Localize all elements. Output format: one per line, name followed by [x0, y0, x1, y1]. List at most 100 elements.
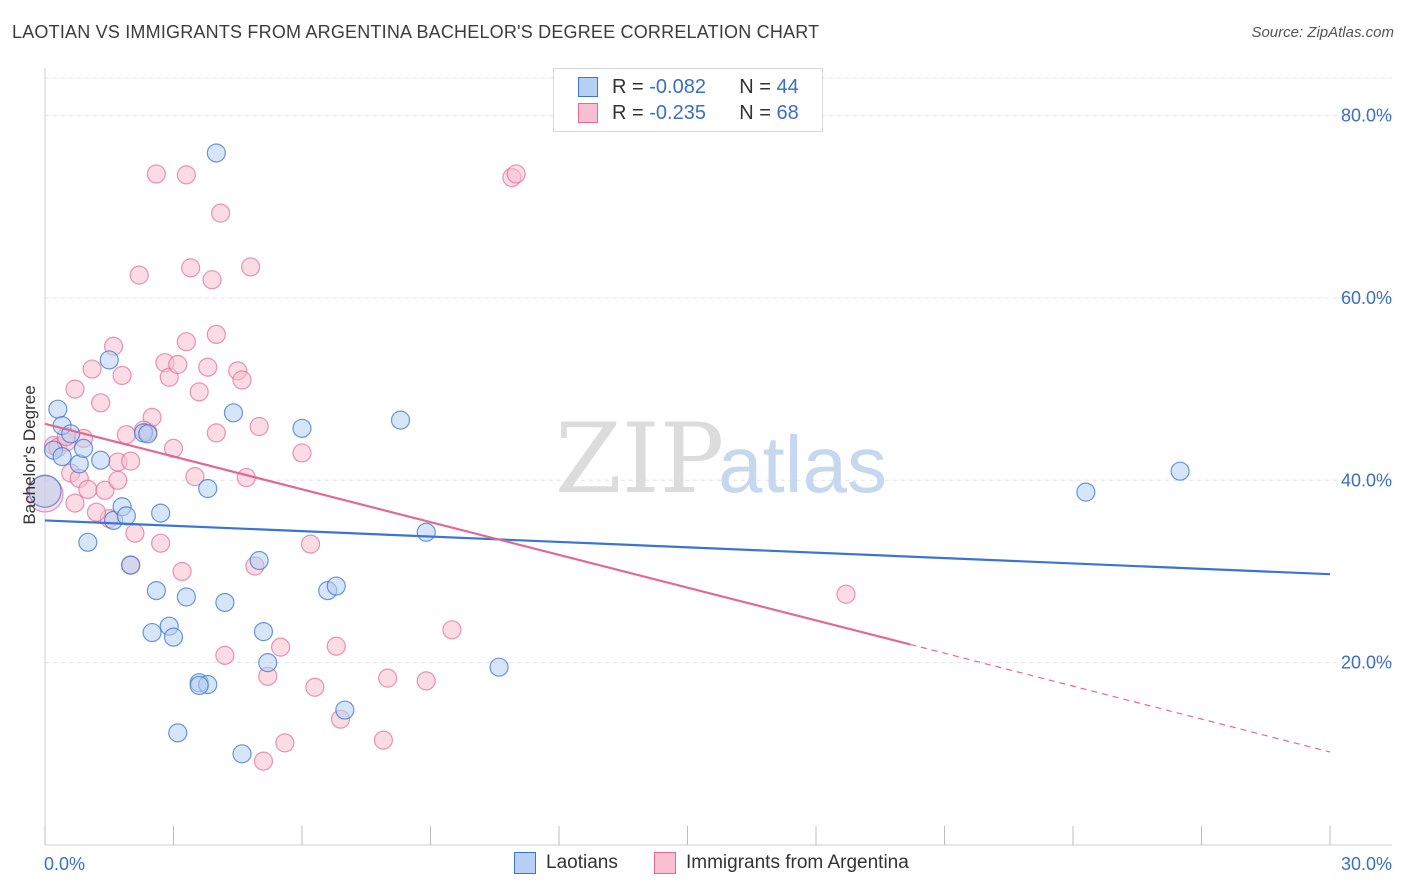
- data-point-laotians: [52, 446, 72, 467]
- legend-row-laotians: R = -0.082 N = 44: [578, 75, 799, 99]
- data-point-argentina: [108, 470, 128, 490]
- data-point-laotians: [146, 581, 166, 601]
- chart-source: Source: ZipAtlas.com: [1251, 24, 1394, 41]
- legend-label-laotians: Laotians: [546, 852, 618, 873]
- data-point-argentina: [442, 620, 462, 640]
- data-point-laotians: [91, 450, 111, 470]
- data-point-argentina: [249, 416, 269, 437]
- watermark: ZIP atlas: [555, 403, 887, 515]
- legend-swatch-blue: [514, 852, 536, 874]
- data-point-argentina: [292, 443, 312, 463]
- data-point-laotians: [489, 657, 509, 677]
- data-point-argentina: [129, 265, 149, 285]
- series-laotians-points: [28, 143, 1190, 764]
- trend-line-argentina: [44, 422, 911, 646]
- data-point-laotians: [78, 532, 98, 552]
- data-point-argentina: [241, 257, 261, 277]
- data-point-laotians: [249, 550, 269, 571]
- y-tick-label: 40.0%: [1341, 470, 1392, 490]
- data-point-laotians: [1170, 461, 1190, 481]
- data-point-argentina: [378, 668, 398, 688]
- watermark-zip: ZIP: [555, 403, 724, 515]
- data-point-argentina: [176, 165, 196, 185]
- data-point-argentina: [416, 671, 436, 691]
- data-point-laotians: [258, 653, 278, 673]
- data-point-laotians: [99, 350, 119, 370]
- y-tick-label: 80.0%: [1341, 106, 1392, 126]
- data-point-laotians: [142, 622, 162, 643]
- legend-r-value: -0.235: [649, 101, 706, 124]
- data-point-laotians: [176, 587, 196, 607]
- watermark-atlas: atlas: [718, 420, 887, 509]
- data-point-laotians: [1076, 482, 1096, 502]
- data-point-laotians: [326, 576, 346, 596]
- y-tick-label: 20.0%: [1341, 653, 1392, 673]
- data-point-argentina: [211, 203, 231, 223]
- data-point-argentina: [270, 637, 291, 657]
- x-tick-label: 30.0%: [1341, 854, 1392, 874]
- data-point-laotians: [390, 410, 411, 430]
- bottom-legend-laotians: Laotians: [514, 852, 618, 874]
- data-point-laotians: [151, 503, 171, 523]
- data-point-laotians: [253, 622, 274, 642]
- data-point-argentina: [116, 425, 136, 445]
- chart-title: LAOTIAN VS IMMIGRANTS FROM ARGENTINA BAC…: [12, 22, 820, 42]
- legend-r-value: -0.082: [649, 75, 706, 98]
- data-point-laotians: [189, 675, 209, 696]
- data-point-laotians: [223, 403, 244, 423]
- data-point-argentina: [176, 332, 196, 352]
- data-point-argentina: [275, 733, 295, 753]
- data-point-argentina: [373, 730, 393, 750]
- data-point-laotians: [198, 478, 218, 499]
- axes: [44, 68, 1392, 846]
- data-point-argentina: [91, 393, 111, 413]
- data-point-argentina: [112, 365, 132, 386]
- data-point-argentina: [215, 645, 235, 665]
- legend-swatch-blue: [578, 77, 598, 97]
- data-point-laotians: [116, 506, 136, 526]
- legend-n-value: 44: [776, 75, 799, 98]
- data-point-laotians: [292, 418, 312, 438]
- data-point-argentina: [125, 523, 145, 543]
- y-axis-label: Bachelor's Degree: [20, 385, 39, 525]
- data-point-argentina: [65, 493, 85, 513]
- x-tick-label: 0.0%: [44, 854, 85, 874]
- data-point-argentina: [151, 533, 171, 553]
- data-point-argentina: [836, 584, 856, 604]
- data-point-laotians: [28, 474, 62, 508]
- legend-n-label: N =: [739, 101, 771, 124]
- data-point-argentina: [202, 270, 222, 290]
- legend-swatch-pink: [578, 103, 598, 123]
- data-point-laotians: [138, 424, 158, 444]
- legend-label-argentina: Immigrants from Argentina: [686, 852, 909, 873]
- x-tick-labels: 0.0% 30.0%: [44, 854, 1392, 874]
- data-point-laotians: [61, 424, 81, 444]
- data-point-laotians: [215, 592, 235, 613]
- data-point-argentina: [300, 534, 321, 554]
- data-point-argentina: [189, 382, 209, 402]
- data-point-argentina: [168, 354, 188, 375]
- data-point-argentina: [206, 423, 226, 443]
- data-point-laotians: [168, 723, 188, 743]
- data-point-argentina: [253, 751, 274, 771]
- data-point-argentina: [146, 164, 166, 184]
- trend-line-argentina-extension: [910, 643, 1331, 753]
- data-point-argentina: [232, 370, 252, 390]
- data-point-argentina: [305, 677, 325, 697]
- legend-r-label: R =: [612, 101, 644, 124]
- data-point-argentina: [206, 324, 226, 345]
- bottom-legend-argentina: Immigrants from Argentina: [654, 852, 909, 874]
- data-point-laotians: [121, 555, 141, 575]
- trend-line-laotians: [44, 519, 1331, 576]
- data-point-argentina: [86, 502, 107, 522]
- data-point-laotians: [48, 399, 68, 419]
- data-point-argentina: [95, 480, 115, 500]
- data-point-laotians: [206, 143, 226, 163]
- legend-n-label: N =: [739, 75, 771, 98]
- legend-n-value: 68: [776, 101, 799, 124]
- correlation-legend: R = -0.082 N = 44 R = -0.235 N = 68: [553, 68, 823, 132]
- y-tick-labels: 20.0% 40.0% 60.0% 80.0%: [1341, 106, 1392, 673]
- data-point-argentina: [82, 359, 102, 379]
- data-point-argentina: [78, 479, 98, 500]
